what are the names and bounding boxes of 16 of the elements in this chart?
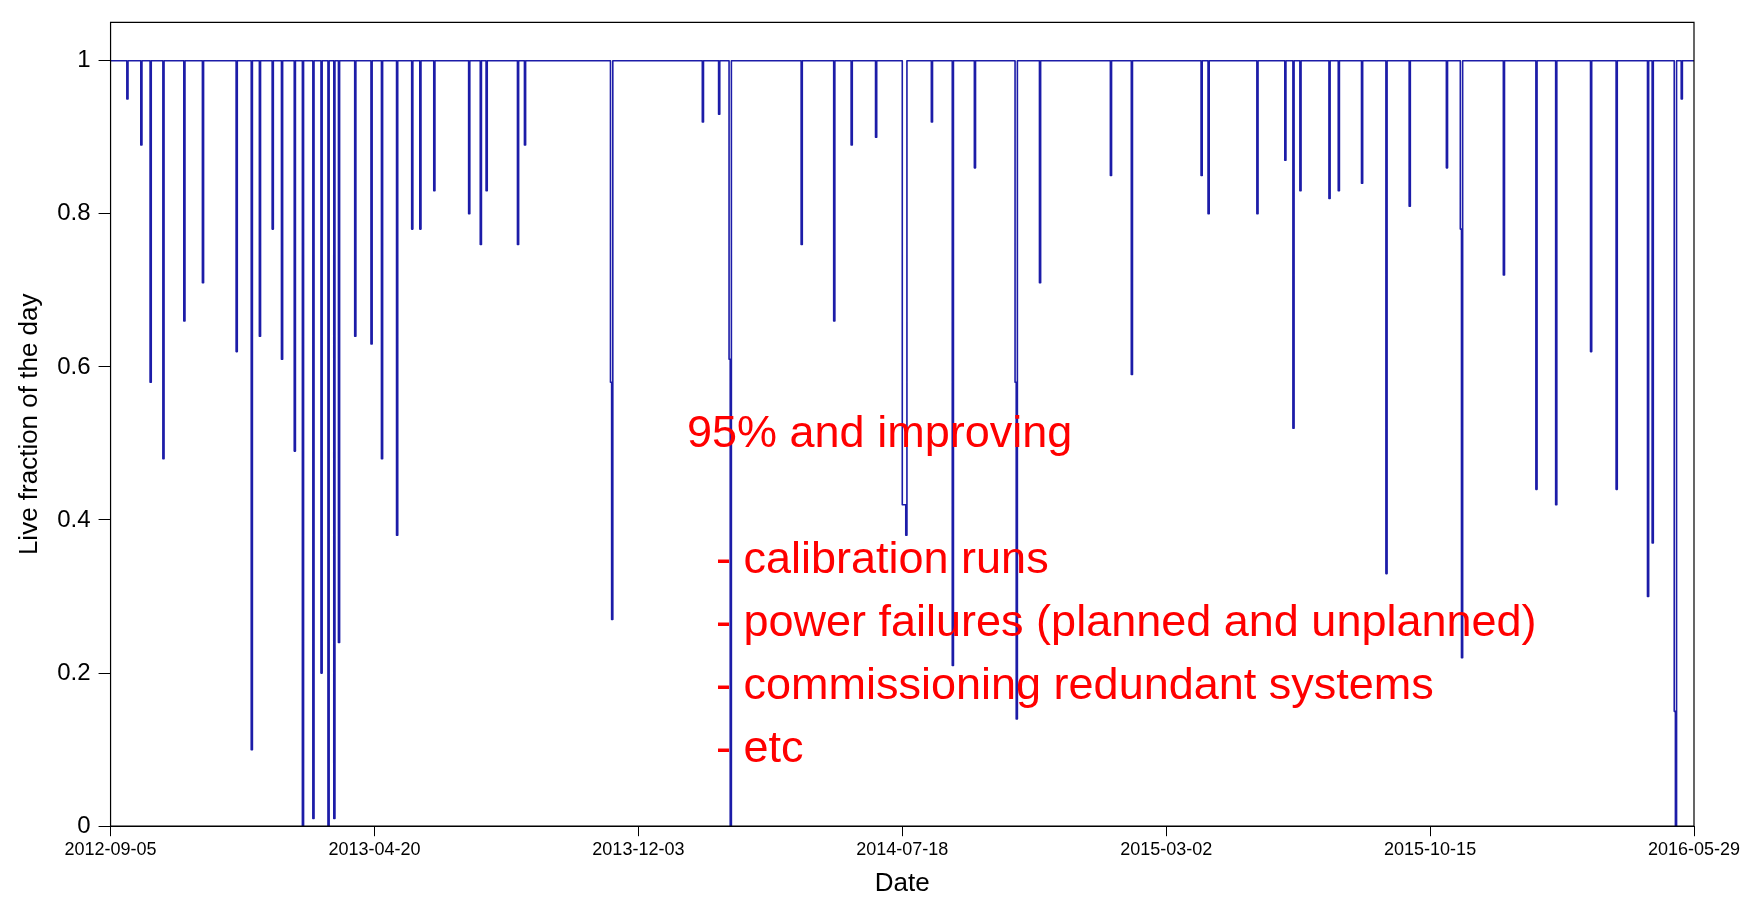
y-tick-label: 0 — [77, 810, 91, 838]
y-tick-label: 0.6 — [57, 351, 91, 379]
x-tick-label: 2013-12-03 — [592, 838, 685, 859]
x-tick-label: 2016-05-29 — [1647, 838, 1741, 859]
x-axis-title: Date — [874, 866, 930, 897]
x-tick-label: 2012-09-05 — [64, 838, 157, 859]
x-tick-label: 2014-07-18 — [856, 838, 949, 859]
y-axis-title: Live fraction of the day — [12, 293, 43, 556]
x-tick-label: 2015-03-02 — [1120, 838, 1213, 859]
x-tick-label: 2013-04-20 — [328, 838, 421, 859]
y-tick-label: 0.2 — [57, 657, 91, 685]
x-tick-label: 2015-10-15 — [1384, 838, 1477, 859]
y-tick-label: 0.4 — [57, 504, 91, 532]
annotation: - etc — [716, 720, 805, 774]
y-tick-label: 1 — [77, 45, 91, 73]
y-tick-label: 0.8 — [57, 198, 91, 226]
